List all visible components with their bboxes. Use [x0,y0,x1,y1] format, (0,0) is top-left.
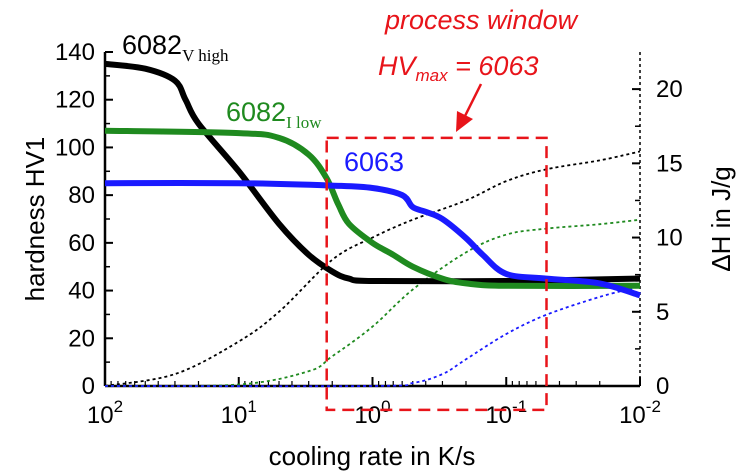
hardness-line [104,60,641,285]
y-tick-label: 100 [55,134,95,161]
x-tick-label: 101 [221,397,257,429]
enthalpy-line [104,150,641,387]
x-tick-label: 10-2 [619,397,661,429]
hardness-line [104,127,641,289]
x-tick-label: 100 [354,397,390,429]
axis-ticks: 0 20 40 60 80 100 120 140 0 5 10 15 20 102 101 100 10-1 1… [55,39,683,429]
y-axis-title: hardness HV1 [20,137,50,302]
annotation-arrow [456,83,483,132]
y2-tick-label: 0 [656,373,669,400]
annotation-line2: HVmax = 6063 [378,51,538,85]
label-6063: 6063 [344,147,404,177]
x-axis-title: cooling rate in K/s [269,441,476,471]
y-tick-label: 40 [68,278,95,305]
enthalpy-line [104,218,641,388]
hardness-line [104,180,641,299]
y2-tick-label: 15 [656,150,683,177]
x-tick-label: 10-1 [485,397,527,429]
y-tick-label: 120 [55,87,95,114]
y-tick-label: 0 [82,373,95,400]
y2-axis-title: ΔH in J/g [706,166,736,272]
y2-tick-label: 20 [656,76,683,103]
y-tick-label: 20 [68,325,95,352]
x-tick-label: 102 [87,397,123,429]
annotation-line1: process window [384,5,579,35]
process-window-box [325,136,548,412]
y2-tick-label: 10 [656,225,683,252]
enthalpy-line [104,285,641,388]
y-tick-label: 60 [68,230,95,257]
enthalpy-lines [104,150,641,388]
y-tick-label: 80 [68,182,95,209]
label-6082-v-high: 6082V high [122,30,229,65]
y-tick-label: 140 [55,39,95,66]
label-6082-i-low: 6082I low [226,97,322,132]
hardness-lines [104,60,641,299]
y2-tick-label: 5 [656,299,669,326]
